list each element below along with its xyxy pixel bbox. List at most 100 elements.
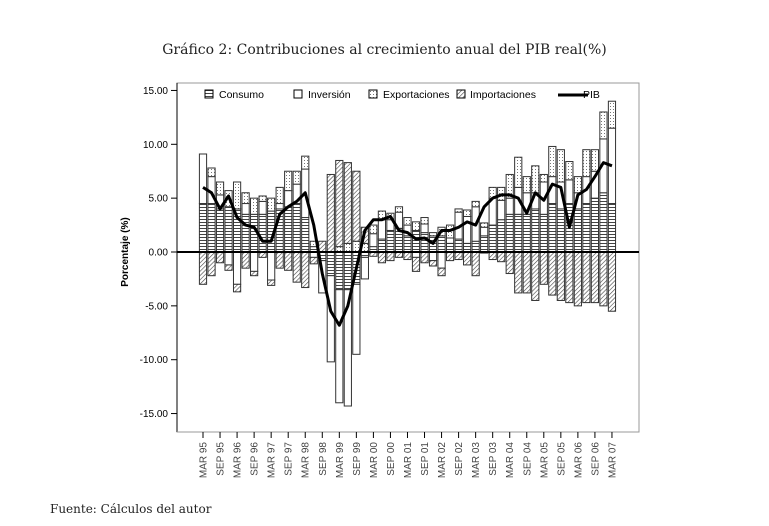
x-tick-label: SEP 06 (590, 442, 601, 476)
bar-exportaciones-9 (275, 186, 284, 205)
bar-consumo-31 (463, 242, 472, 253)
legend-label-inversion: Inversión (308, 89, 351, 101)
bar-importaciones-47 (599, 251, 608, 307)
y-tick-label: 0.00 (149, 248, 169, 259)
bar-exportaciones-10 (284, 170, 293, 192)
bar-exportaciones-25 (411, 221, 421, 231)
bar-consumo-35 (497, 219, 506, 253)
bar-consumo-36 (505, 213, 514, 253)
bar-consumo-37 (514, 213, 523, 253)
bar-consumo-33 (480, 235, 489, 253)
bar-consumo-40 (539, 213, 548, 253)
bar-consumo-34 (488, 224, 497, 253)
y-tick-label: -10.00 (140, 355, 169, 366)
bar-importaciones-32 (471, 251, 480, 277)
bar-importaciones-5 (241, 251, 250, 269)
bar-exportaciones-8 (267, 197, 276, 212)
bar-consumo-1 (207, 203, 216, 253)
bar-consumo-22 (386, 229, 395, 253)
bar-exportaciones-32 (471, 200, 480, 208)
bar-exportaciones-42 (556, 149, 565, 183)
bar-consumo-11 (292, 203, 301, 253)
bar-importaciones-40 (539, 251, 548, 285)
bar-importaciones-15 (326, 173, 335, 253)
bar-inversion-9 (275, 203, 284, 210)
bar-exportaciones-47 (599, 111, 608, 140)
bar-inversion-0 (198, 153, 208, 205)
bar-importaciones-46 (590, 251, 600, 304)
bar-importaciones-2 (215, 251, 225, 264)
bar-inversion-26 (420, 223, 429, 234)
bar-importaciones-31 (463, 251, 472, 266)
bar-exportaciones-36 (505, 173, 514, 199)
bar-consumo-42 (556, 208, 565, 253)
bar-exportaciones-41 (548, 145, 557, 178)
bar-importaciones-16 (335, 159, 344, 248)
y-axis-label: Porcentaje (%) (120, 217, 131, 286)
x-tick-label: MAR 06 (573, 442, 584, 479)
bar-importaciones-0 (198, 251, 208, 285)
legend-swatch-importaciones (456, 89, 466, 99)
bar-importaciones-39 (531, 251, 540, 301)
bar-exportaciones-20 (369, 224, 378, 235)
bar-exportaciones-46 (590, 149, 600, 172)
bar-consumo-38 (522, 213, 531, 253)
bar-inversion-21 (377, 219, 387, 240)
x-tick-label: SEP 04 (522, 442, 533, 476)
bar-importaciones-6 (250, 270, 259, 277)
bar-importaciones-9 (275, 251, 284, 269)
bar-importaciones-14 (318, 240, 327, 253)
bar-inversion-17 (343, 289, 352, 407)
bar-importaciones-10 (284, 251, 293, 271)
bar-importaciones-8 (267, 279, 276, 286)
bar-inversion-19 (360, 256, 369, 280)
x-tick-label: SEP 01 (420, 442, 431, 476)
bar-exportaciones-39 (531, 165, 540, 194)
bar-exportaciones-2 (215, 181, 225, 196)
bar-inversion-29 (445, 237, 455, 244)
bar-consumo-21 (377, 238, 387, 253)
bar-exportaciones-31 (463, 209, 472, 217)
x-tick-label: SEP 98 (318, 442, 329, 476)
bar-exportaciones-23 (394, 206, 404, 213)
x-tick-label: MAR 98 (301, 442, 312, 479)
x-tick-label: MAR 00 (369, 442, 380, 479)
x-tick-label: MAR 03 (471, 442, 482, 479)
bar-importaciones-36 (505, 251, 514, 275)
bar-exportaciones-40 (539, 173, 548, 183)
x-tick-label: MAR 01 (403, 442, 414, 479)
bar-consumo-30 (454, 238, 463, 253)
bar-exportaciones-11 (292, 170, 301, 185)
bar-importaciones-34 (488, 251, 497, 261)
x-tick-label: SEP 02 (454, 442, 465, 476)
bar-importaciones-29 (445, 251, 455, 262)
bar-importaciones-48 (607, 251, 617, 312)
x-tick-label: SEP 03 (488, 442, 499, 476)
bar-consumo-7 (258, 213, 267, 253)
bar-importaciones-18 (352, 170, 361, 242)
bar-consumo-46 (590, 197, 600, 253)
x-tick-label: SEP 95 (216, 442, 227, 476)
bar-inversion-15 (326, 275, 335, 363)
x-tick-label: MAR 05 (539, 442, 550, 479)
bar-exportaciones-6 (250, 197, 259, 215)
bar-exportaciones-43 (565, 161, 574, 181)
bar-consumo-12 (301, 217, 310, 253)
bar-importaciones-43 (565, 251, 574, 304)
bar-inversion-27 (428, 251, 438, 262)
bar-importaciones-22 (386, 251, 395, 262)
bar-consumo-10 (284, 206, 293, 253)
bar-consumo-41 (548, 203, 557, 253)
source-note: Fuente: Cálculos del autor (50, 502, 212, 516)
bar-consumo-28 (437, 235, 446, 253)
legend-label-importaciones: Importaciones (470, 89, 536, 101)
bar-exportaciones-17 (343, 242, 352, 253)
chart-title: Gráfico 2: Contribuciones al crecimiento… (162, 42, 607, 58)
y-tick-label: 10.00 (143, 140, 168, 151)
legend-label-pib: PIB (583, 89, 600, 101)
x-tick-label: SEP 00 (386, 442, 397, 476)
bar-inversion-36 (505, 197, 514, 215)
bar-consumo-5 (241, 213, 250, 253)
bar-importaciones-25 (411, 256, 421, 272)
x-tick-label: MAR 07 (607, 442, 618, 479)
